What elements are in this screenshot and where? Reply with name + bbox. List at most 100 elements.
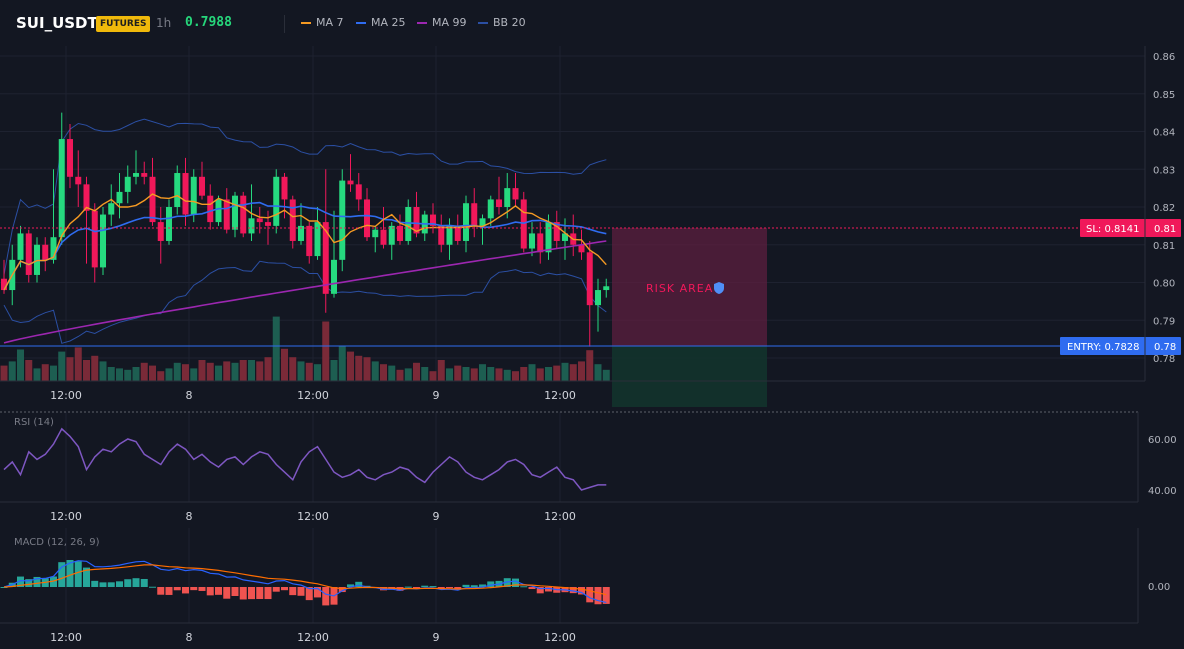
candle-body — [496, 199, 502, 207]
candle-body — [83, 184, 90, 211]
candle-body — [240, 195, 247, 234]
volume-bar — [479, 364, 486, 381]
candle-body — [199, 176, 205, 196]
time-tick: 12:00 — [50, 631, 82, 644]
volume-bar — [66, 357, 74, 381]
candle-body — [248, 218, 255, 234]
macd-bar — [586, 587, 594, 603]
risk-area-box[interactable] — [612, 228, 767, 346]
candle-body — [289, 199, 296, 241]
volume-bar — [91, 355, 99, 381]
candle-body — [17, 233, 24, 260]
macd-bar — [25, 579, 33, 587]
price-axis[interactable]: 0.86 0.85 0.84 0.83 0.82 0.81 0.80 0.79 0.78 — [1153, 52, 1175, 365]
volume-bar — [74, 347, 82, 381]
price-tick: 0.83 — [1153, 165, 1175, 176]
volume-bar — [25, 360, 33, 381]
volume-bar — [281, 348, 288, 381]
volume-bar — [124, 369, 132, 381]
volume-bar — [404, 368, 412, 381]
volume-bar — [206, 362, 214, 381]
macd-bar — [503, 578, 511, 587]
macd-bar — [272, 587, 280, 592]
legend-ma99[interactable]: MA 99 — [417, 16, 467, 29]
macd-bar — [107, 582, 115, 587]
timeframe-label[interactable]: 1h — [156, 16, 172, 30]
macd-bar — [594, 587, 602, 605]
candle-body — [50, 237, 57, 260]
macd-bar — [297, 587, 305, 596]
macd-histogram[interactable] — [0, 560, 610, 606]
entry-tag[interactable] — [1060, 337, 1181, 355]
time-axis[interactable]: 12:00 8 12:00 9 12:00 12:00 8 12:00 9 12:00 12:00 8… — [50, 389, 576, 644]
volume-bar — [569, 364, 577, 381]
macd-bar — [421, 585, 429, 587]
macd-bar — [602, 587, 610, 604]
candle-body — [174, 173, 181, 207]
entry-axis-value: 0.78 — [1154, 342, 1176, 353]
volume-bar — [355, 355, 363, 381]
volume-bar — [437, 360, 445, 381]
volume-bar — [322, 321, 330, 381]
price-tick: 0.79 — [1153, 316, 1175, 327]
volume-bar — [165, 368, 173, 381]
volume-bar — [462, 367, 470, 381]
sl-tag-text: SL: 0.8141 — [1086, 224, 1139, 235]
macd-bar — [413, 587, 420, 588]
volume-bar — [330, 360, 338, 381]
legend-ma25[interactable]: MA 25 — [356, 16, 406, 29]
volume-bar — [182, 364, 189, 381]
candle-body — [265, 222, 271, 226]
symbol-title[interactable]: SUI_USDT — [16, 14, 98, 32]
time-tick: 9 — [433, 510, 440, 523]
volume-bar — [512, 371, 519, 381]
candle-body — [388, 225, 395, 245]
legend-bb20[interactable]: BB 20 — [478, 16, 526, 29]
futures-badge: FUTURES — [96, 16, 151, 32]
candle-body — [314, 222, 321, 257]
volume-bar — [520, 367, 528, 381]
legend-ma7[interactable]: MA 7 — [301, 16, 344, 29]
sl-tag[interactable] — [1080, 219, 1181, 237]
volume-bar — [215, 365, 222, 381]
macd-bar — [289, 587, 297, 596]
candlesticks[interactable] — [1, 112, 610, 347]
macd-bar — [206, 587, 214, 596]
legend-ma7-label: MA 7 — [316, 16, 344, 29]
volume-bars — [0, 316, 610, 381]
ma7-swatch — [301, 21, 311, 24]
reward-area-box[interactable] — [612, 346, 767, 407]
time-tick: 8 — [186, 510, 193, 523]
volume-bar — [8, 361, 16, 381]
candle-body — [372, 229, 379, 238]
candle-body — [413, 207, 420, 234]
macd-bar — [446, 587, 453, 589]
volume-bar — [83, 360, 90, 381]
volume-bar — [116, 368, 123, 381]
bollinger-bands — [3, 118, 607, 344]
volume-bar — [17, 349, 24, 381]
macd-bar — [124, 579, 132, 587]
bb-lower — [3, 260, 607, 344]
volume-bar — [503, 369, 511, 381]
volume-bar — [256, 361, 264, 381]
last-price: 0.7988 — [185, 15, 232, 30]
candle-body — [331, 259, 337, 294]
risk-area-label: RISK AREA — [646, 282, 713, 295]
rsi-axis-60: 60.00 — [1148, 435, 1177, 446]
volume-bar — [58, 351, 66, 381]
macd-title: MACD (12, 26, 9) — [14, 537, 100, 548]
volume-bar — [0, 365, 8, 381]
candle-body — [100, 214, 106, 268]
volume-bar — [429, 371, 437, 381]
macd-bar — [149, 586, 156, 588]
macd-bar — [380, 587, 387, 591]
candle-body — [182, 173, 189, 215]
rsi-line[interactable] — [3, 427, 607, 491]
candle-body — [58, 139, 65, 238]
volume-bar — [264, 357, 272, 381]
macd-bar — [404, 586, 412, 588]
volume-bar — [396, 369, 404, 381]
volume-bar — [594, 364, 602, 381]
